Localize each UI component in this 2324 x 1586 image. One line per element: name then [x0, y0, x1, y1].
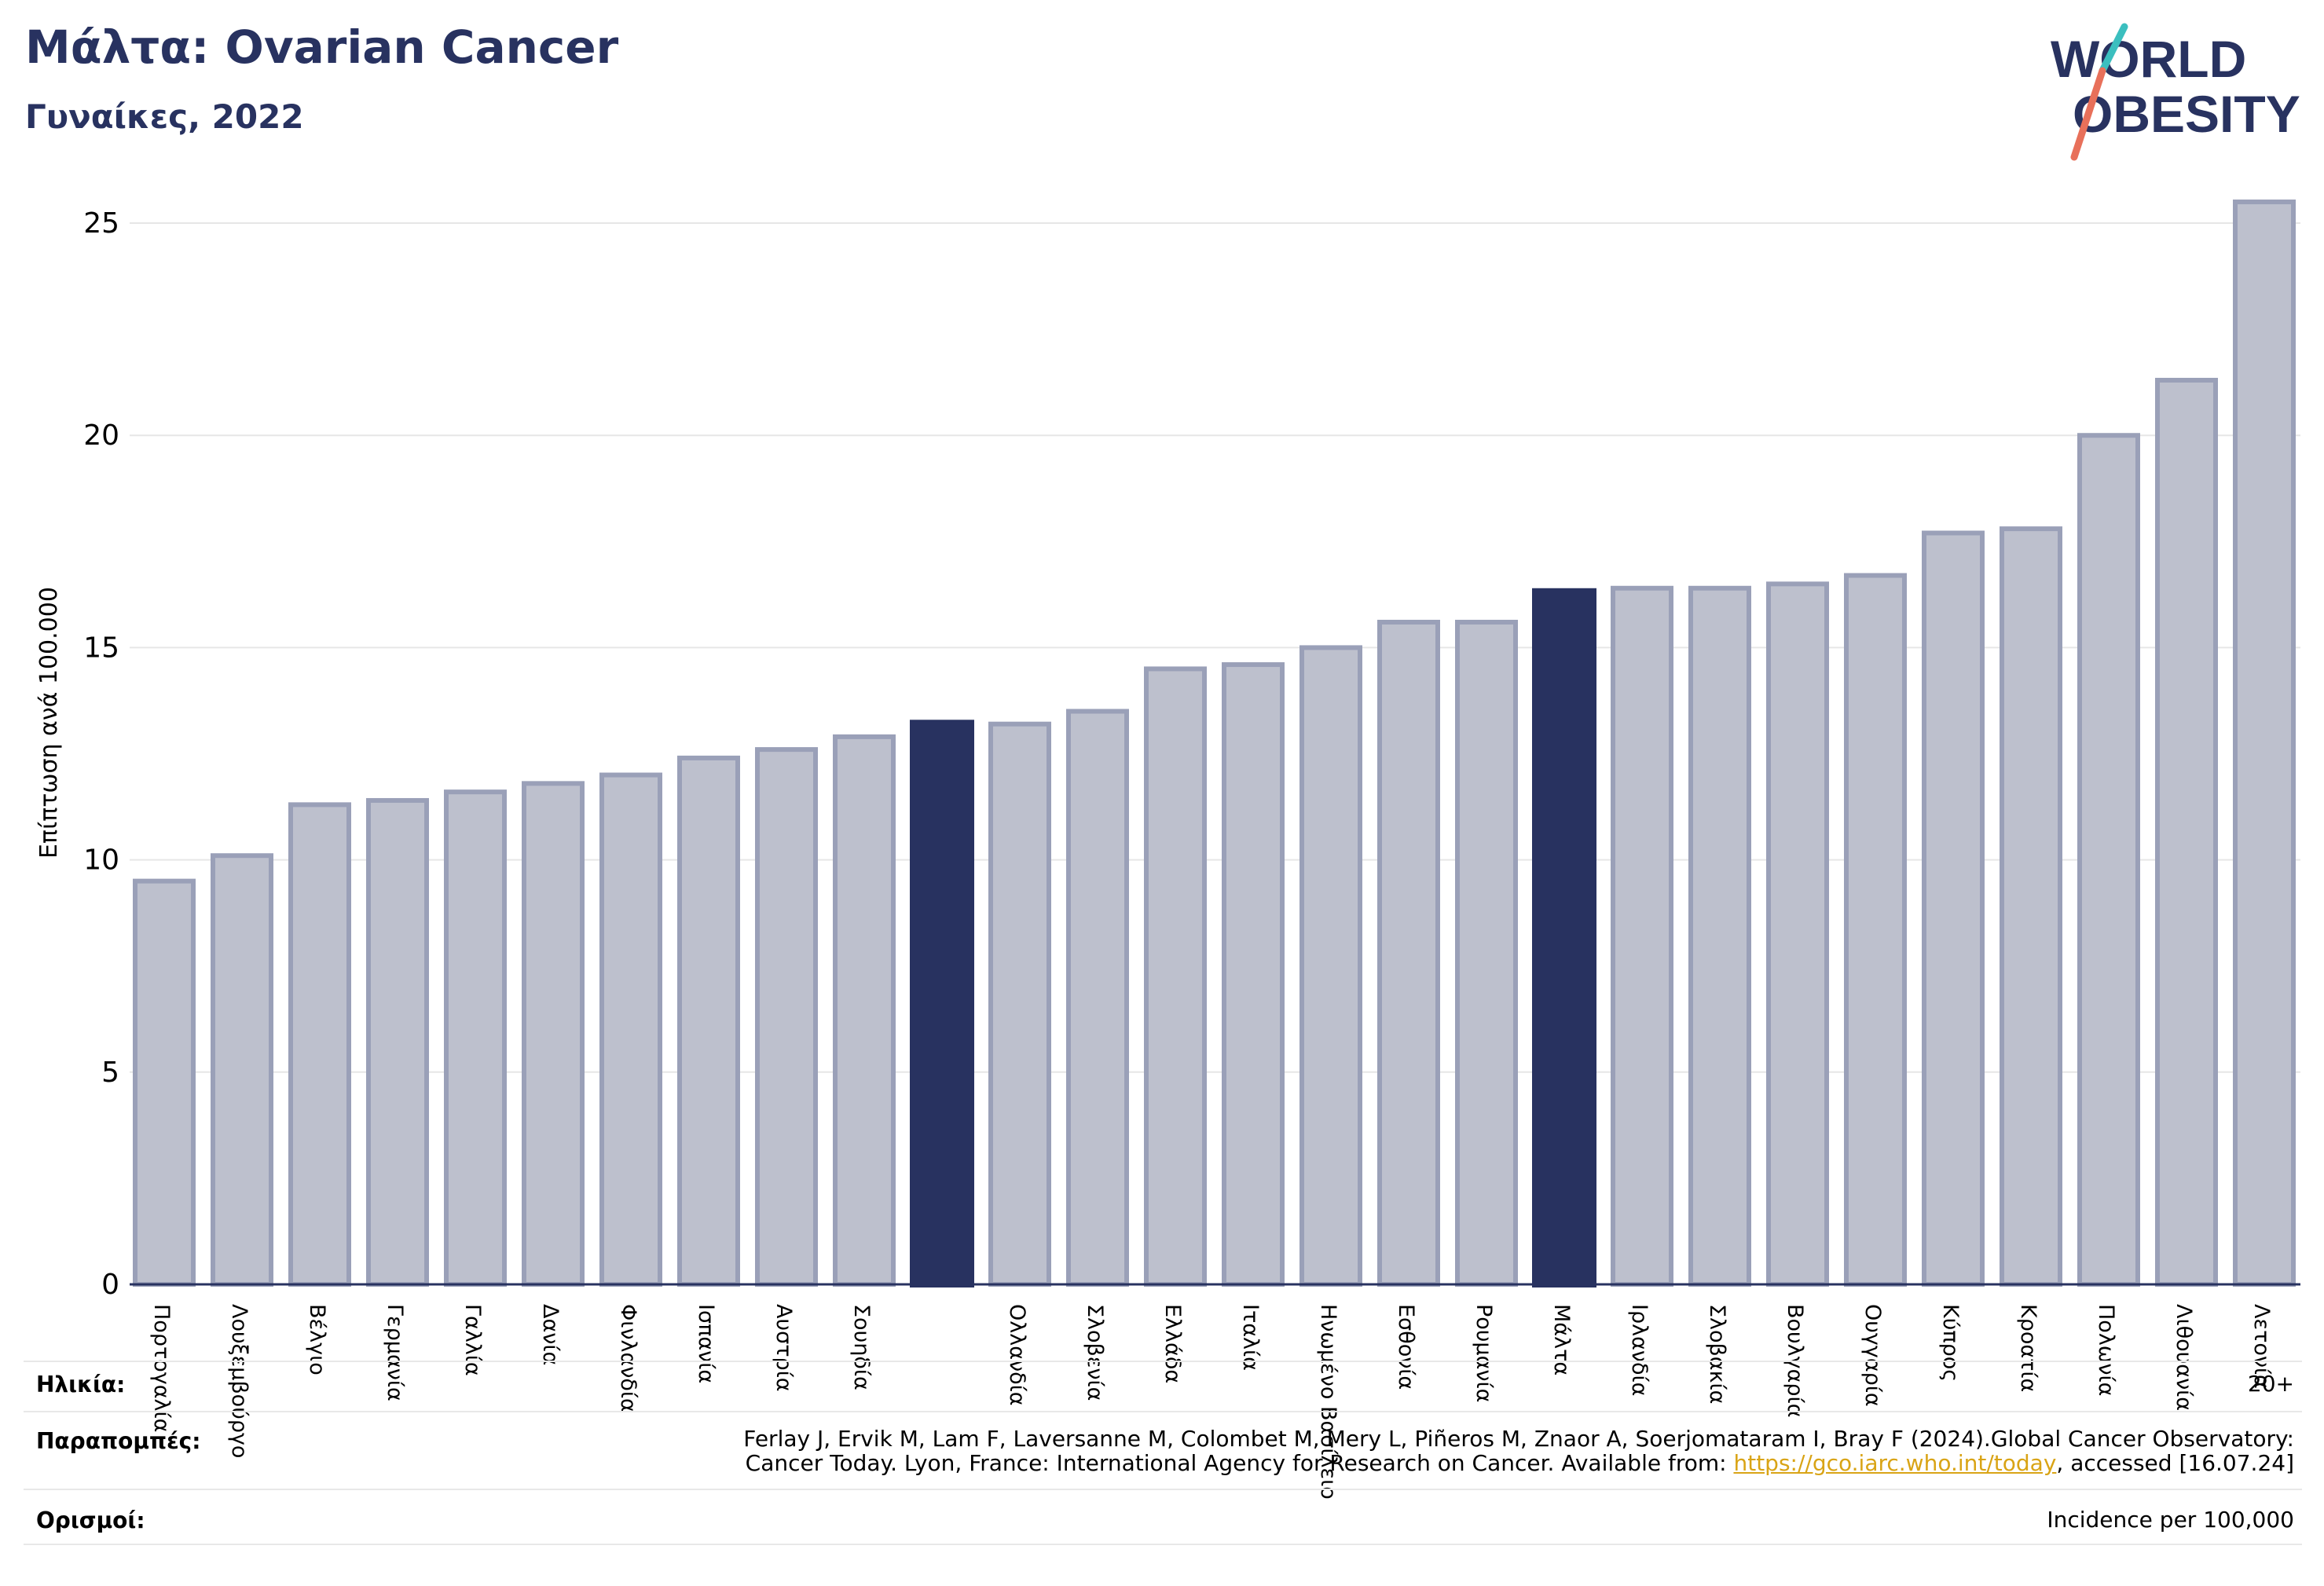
references-line-3: , accessed [16.07.24] — [2056, 1450, 2294, 1476]
x-tick-label: Λουξεμβούργο — [227, 1304, 251, 1458]
y-tick-label: 5 — [101, 1057, 119, 1089]
bar — [1222, 662, 1285, 1287]
bar — [1844, 573, 1907, 1287]
logo-line2: OBESITY — [2073, 85, 2300, 143]
x-tick-label: Ιταλία — [1238, 1304, 1263, 1371]
age-row: Ηλικία: 20+ — [24, 1361, 2302, 1397]
bar — [1766, 581, 1829, 1287]
age-label: Ηλικία: — [36, 1372, 126, 1397]
x-tick-label: Δανία — [538, 1304, 563, 1365]
x-tick-label: Γερμανία — [383, 1304, 407, 1401]
y-tick-label: 0 — [101, 1269, 119, 1301]
bar — [2155, 377, 2218, 1287]
x-tick-label: Αυστρία — [772, 1304, 796, 1392]
x-tick-label: Γαλλία — [460, 1304, 485, 1376]
references-line-2: Cancer Today. Lyon, France: Internationa… — [745, 1450, 1734, 1476]
chart-subtitle: Γυναίκες, 2022 — [25, 97, 304, 136]
bar — [444, 789, 507, 1287]
logo-line1: WORLD — [2051, 30, 2246, 88]
bar — [833, 734, 896, 1287]
bar — [2077, 433, 2140, 1287]
definitions-label: Ορισμοί: — [36, 1507, 145, 1533]
bar — [677, 755, 740, 1287]
bar — [1377, 620, 1440, 1287]
bar — [1066, 709, 1129, 1287]
logo-slash-top — [2099, 23, 2128, 75]
x-tick-label: Ολλανδία — [1005, 1304, 1029, 1406]
x-tick-label: Σουηδία — [849, 1304, 874, 1390]
x-tick-label: Ρουμανία — [1472, 1304, 1496, 1402]
bar — [755, 747, 818, 1287]
x-tick-label: Λιθουανία — [2172, 1304, 2196, 1411]
chart-title: Μάλτα: Ovarian Cancer — [25, 20, 619, 74]
bar — [1922, 530, 1985, 1287]
y-axis-label: Επίπτωση ανά 100.000 — [35, 587, 63, 859]
x-tick-label: Ηνωμένο Βασίλειο — [1316, 1304, 1340, 1500]
definitions-value: Incidence per 100,000 — [2047, 1507, 2294, 1533]
y-tick-label: 10 — [83, 844, 119, 877]
bar — [1611, 585, 1673, 1287]
x-tick-label: Πολωνία — [2094, 1304, 2118, 1396]
y-tick-label: 20 — [83, 419, 119, 452]
x-tick-label: Φινλανδία — [616, 1304, 640, 1412]
bar — [1299, 645, 1362, 1287]
bar — [988, 721, 1051, 1287]
bar — [133, 878, 196, 1287]
references-line-1: Ferlay J, Ervik M, Lam F, Laversanne M, … — [743, 1426, 2294, 1452]
y-tick-label: 15 — [83, 632, 119, 664]
bar — [1688, 585, 1751, 1287]
x-tick-label: Σλοβενία — [1083, 1304, 1107, 1401]
bar — [288, 802, 351, 1287]
x-tick-label: Βέλγιο — [305, 1304, 329, 1375]
x-tick-label: Μάλτα — [1549, 1304, 1574, 1375]
x-tick-label: Σλοβακία — [1705, 1304, 1729, 1404]
bottom-divider — [24, 1544, 2302, 1545]
age-value: 20+ — [2247, 1371, 2294, 1397]
bar-highlighted — [1532, 588, 1596, 1287]
bar — [599, 772, 662, 1287]
references-row: Παραπομπές: Ferlay J, Ervik M, Lam F, La… — [24, 1411, 2302, 1475]
bar — [1144, 666, 1207, 1287]
bar — [522, 781, 585, 1287]
x-tick-label: Ελλάδα — [1160, 1304, 1185, 1383]
bar — [2233, 200, 2296, 1287]
references-link[interactable]: https://gco.iarc.who.int/today — [1733, 1450, 2057, 1476]
x-tick-label: Κροατία — [2016, 1304, 2040, 1392]
logo-slash-bottom — [2070, 67, 2106, 161]
x-tick-label: Πορτογαλία — [149, 1304, 174, 1432]
x-tick-label: Εσθονία — [1394, 1304, 1418, 1390]
x-tick-label: Ουγγαρία — [1860, 1304, 1885, 1407]
bar-highlighted — [910, 720, 974, 1287]
world-obesity-logo: WORLD OBESITY — [2051, 23, 2300, 161]
references-text: Ferlay J, Ervik M, Lam F, Laversanne M, … — [743, 1427, 2294, 1475]
bar — [366, 797, 429, 1287]
x-tick-label: Ιρλανδία — [1627, 1304, 1651, 1396]
x-tick-label: Κύπρος — [1938, 1304, 1963, 1382]
bar — [2000, 526, 2062, 1287]
definitions-row: Ορισμοί: Incidence per 100,000 — [24, 1489, 2302, 1533]
x-tick-label: Ισπανία — [694, 1304, 718, 1383]
references-label: Παραπομπές: — [36, 1428, 201, 1454]
bar — [1455, 620, 1518, 1287]
y-tick-label: 25 — [83, 207, 119, 240]
bar — [211, 853, 273, 1287]
x-tick-label: Λετονία — [2249, 1304, 2274, 1389]
